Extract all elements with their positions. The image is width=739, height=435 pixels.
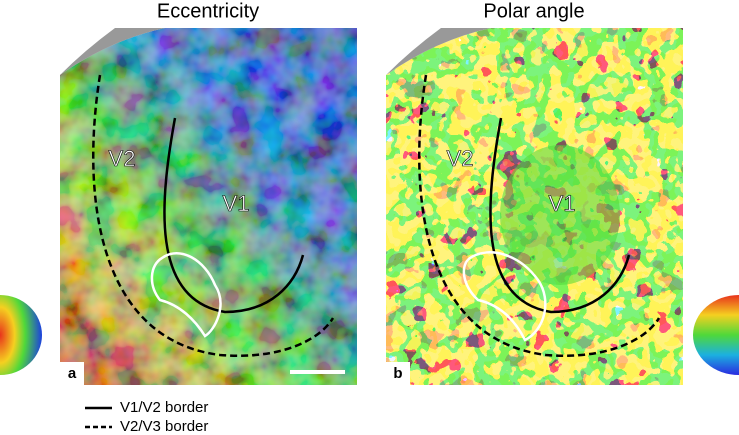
area-label: V2 <box>447 146 474 171</box>
legend-label: V1/V2 border <box>120 399 208 416</box>
panel-title: Eccentricity <box>157 0 259 22</box>
eccentricity-key <box>0 295 42 375</box>
masked-region <box>386 28 491 75</box>
roi-outline <box>462 251 547 342</box>
area-label: V2 <box>109 146 136 171</box>
masked-region <box>60 28 165 75</box>
legend-label: V2/V3 border <box>120 418 208 435</box>
polar-angle-key <box>693 295 739 375</box>
label-box <box>386 362 410 385</box>
panel-label: a <box>68 365 77 382</box>
v2-v3-border <box>418 74 661 357</box>
v1-v2-border <box>163 117 305 314</box>
roi-outline <box>150 252 222 338</box>
polar-angle-map <box>386 28 683 385</box>
v2-v3-border <box>92 74 335 357</box>
area-label: V1 <box>223 191 250 216</box>
v1-v2-border <box>489 117 631 314</box>
panel-label: b <box>393 365 402 382</box>
area-label: V1 <box>549 191 576 216</box>
label-box <box>60 362 84 385</box>
eccentricity-map <box>60 28 357 385</box>
panel-title: Polar angle <box>483 0 584 22</box>
